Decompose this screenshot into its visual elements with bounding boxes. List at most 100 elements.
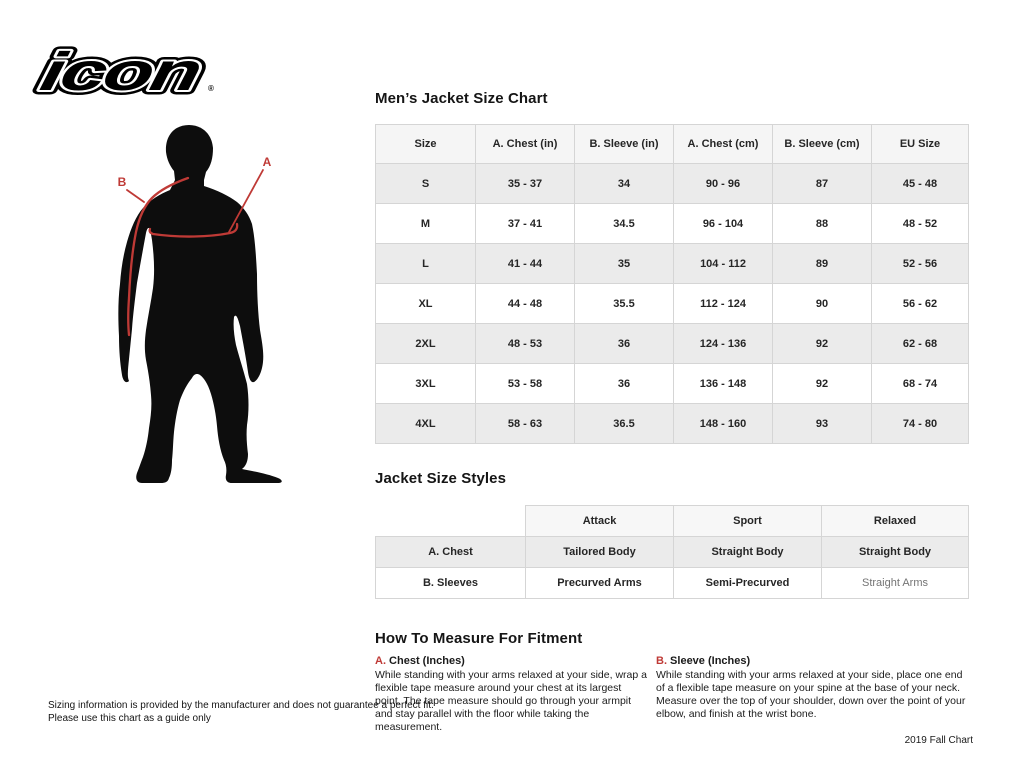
cell: Straight Arms — [821, 567, 969, 599]
cell: 104 - 112 — [673, 243, 773, 284]
cell: 89 — [772, 243, 872, 284]
cell: 124 - 136 — [673, 323, 773, 364]
row-label: XL — [375, 283, 476, 324]
cell: 37 - 41 — [475, 203, 575, 244]
edition-label: 2019 Fall Chart — [904, 735, 973, 746]
measure-chest-letter: A. — [375, 655, 386, 667]
table-row: S 35 - 37 34 90 - 96 87 45 - 48 — [375, 163, 969, 204]
column-header: A. Chest (cm) — [673, 124, 773, 164]
cell: 48 - 53 — [475, 323, 575, 364]
cell: 35 - 37 — [475, 163, 575, 204]
measure-chest-block: A. Chest (Inches) While standing with yo… — [375, 655, 647, 734]
table-row: B. Sleeves Precurved Arms Semi-Precurved St… — [375, 567, 969, 599]
icon-logo: icon icon icon ® — [30, 40, 240, 102]
disclaimer-line-1: Sizing information is provided by the ma… — [48, 700, 434, 711]
measure-chest-heading: A. Chest (Inches) — [375, 655, 647, 668]
row-label: 3XL — [375, 363, 476, 404]
cell: 112 - 124 — [673, 283, 773, 324]
cell: 36 — [574, 363, 674, 404]
cell: 96 - 104 — [673, 203, 773, 244]
cell: Tailored Body — [525, 536, 674, 568]
row-label: A. Chest — [375, 536, 526, 568]
cell: Straight Body — [821, 536, 969, 568]
row-label: L — [375, 243, 476, 284]
table-row: 3XL 53 - 58 36 136 - 148 92 68 - 74 — [375, 363, 969, 404]
cell: 92 — [772, 363, 872, 404]
cell: 53 - 58 — [475, 363, 575, 404]
column-header: B. Sleeve (cm) — [772, 124, 872, 164]
header-row: Size A. Chest (in) B. Sleeve (in) A. Chest … — [375, 124, 969, 164]
column-header: Size — [375, 124, 476, 164]
table-row: M 37 - 41 34.5 96 - 104 88 48 - 52 — [375, 203, 969, 244]
cell: 35.5 — [574, 283, 674, 324]
blank-cell — [376, 506, 526, 537]
header-row: Attack Sport Relaxed — [376, 505, 969, 537]
body-silhouette — [118, 125, 282, 483]
measure-label-a: A — [263, 155, 272, 169]
cell: 36 — [574, 323, 674, 364]
measure-chest-body: While standing with your arms relaxed at… — [375, 669, 647, 733]
measure-sleeve-heading: B. Sleeve (Inches) — [656, 655, 970, 668]
column-header: EU Size — [871, 124, 969, 164]
cell: 62 - 68 — [871, 323, 969, 364]
column-header: Attack — [525, 505, 674, 537]
cell: 34.5 — [574, 203, 674, 244]
row-label: 2XL — [375, 323, 476, 364]
column-header: B. Sleeve (in) — [574, 124, 674, 164]
logo-outer-stroke: icon — [36, 41, 205, 101]
cell: 48 - 52 — [871, 203, 969, 244]
cell: 92 — [772, 323, 872, 364]
cell: 44 - 48 — [475, 283, 575, 324]
cell: 58 - 63 — [475, 403, 575, 444]
cell: 34 — [574, 163, 674, 204]
cell: 35 — [574, 243, 674, 284]
cell: 74 - 80 — [871, 403, 969, 444]
table-row: L 41 - 44 35 104 - 112 89 52 - 56 — [375, 243, 969, 284]
cell: 56 - 62 — [871, 283, 969, 324]
row-label: S — [375, 163, 476, 204]
measure-title: How To Measure For Fitment — [375, 630, 583, 647]
disclaimer-line-2: Please use this chart as a guide only — [48, 713, 211, 724]
measure-sleeve-letter: B. — [656, 655, 667, 667]
cell: 136 - 148 — [673, 363, 773, 404]
cell: 93 — [772, 403, 872, 444]
column-header: A. Chest (in) — [475, 124, 575, 164]
measure-chest-heading-text: Chest (Inches) — [386, 655, 465, 667]
size-chart-title: Men’s Jacket Size Chart — [375, 90, 548, 107]
measure-sleeve-body: While standing with your arms relaxed at… — [656, 669, 966, 720]
column-header: Sport — [673, 505, 822, 537]
cell: 68 - 74 — [871, 363, 969, 404]
row-label: B. Sleeves — [375, 567, 526, 599]
main-content: Men’s Jacket Size Chart Size A. Chest (in… — [375, 90, 970, 734]
registered-trademark-icon: ® — [208, 84, 214, 93]
table-row: XL 44 - 48 35.5 112 - 124 90 56 - 62 — [375, 283, 969, 324]
cell: 148 - 160 — [673, 403, 773, 444]
table-row: A. Chest Tailored Body Straight Body Straig… — [375, 536, 969, 568]
cell: 52 - 56 — [871, 243, 969, 284]
measure-sleeve-block: B. Sleeve (Inches) While standing with y… — [656, 655, 970, 734]
column-header: Relaxed — [821, 505, 969, 537]
male-silhouette-figure: A B — [118, 125, 282, 483]
cell: 45 - 48 — [871, 163, 969, 204]
cell: 41 - 44 — [475, 243, 575, 284]
table-row: 4XL 58 - 63 36.5 148 - 160 93 74 - 80 — [375, 403, 969, 444]
cell: 90 — [772, 283, 872, 324]
measure-label-b: B — [118, 175, 127, 189]
styles-table-title: Jacket Size Styles — [375, 470, 507, 487]
cell: 88 — [772, 203, 872, 244]
chest-label-leader-line — [228, 169, 264, 233]
cell: Precurved Arms — [525, 567, 674, 599]
sleeve-label-leader-line — [126, 189, 145, 203]
cell: Straight Body — [673, 536, 822, 568]
fitment-figure: A B — [110, 120, 300, 485]
logo-text: icon — [36, 41, 205, 101]
styles-table: Attack Sport Relaxed A. Chest Tailored Body S… — [375, 505, 969, 599]
row-label: 4XL — [375, 403, 476, 444]
size-chart-table: Size A. Chest (in) B. Sleeve (in) A. Chest … — [375, 124, 969, 444]
table-row: 2XL 48 - 53 36 124 - 136 92 62 - 68 — [375, 323, 969, 364]
chest-measure-line — [148, 222, 239, 238]
cell: 36.5 — [574, 403, 674, 444]
measure-sleeve-heading-text: Sleeve (Inches) — [667, 655, 751, 667]
sleeve-measure-line — [127, 176, 190, 337]
icon-logo-graphic: icon icon icon — [30, 40, 210, 102]
